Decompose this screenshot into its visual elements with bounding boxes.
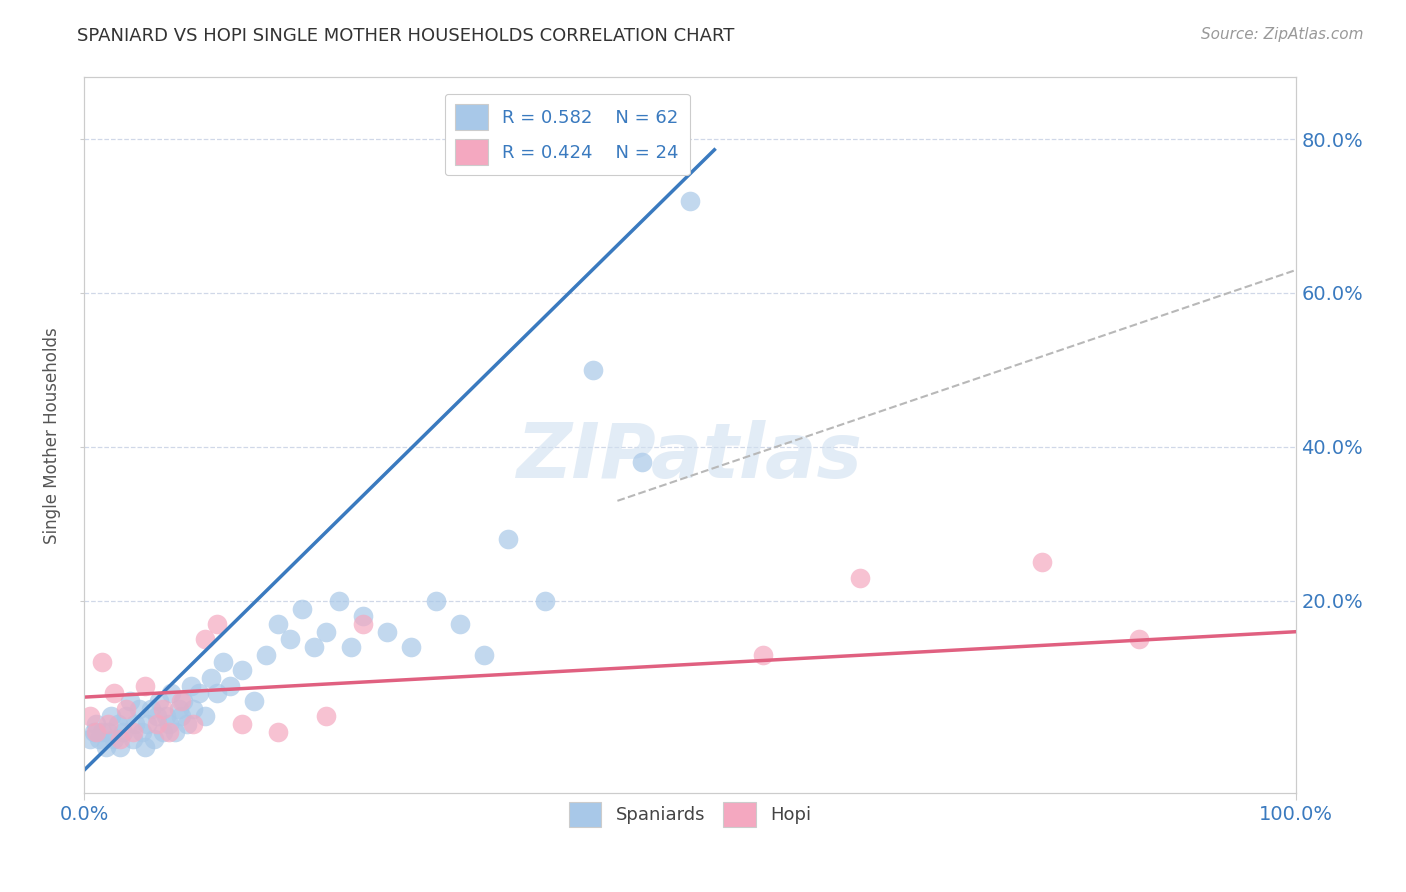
- Point: [121, 724, 143, 739]
- Point: [315, 709, 337, 723]
- Point: [304, 640, 326, 654]
- Point: [401, 640, 423, 654]
- Point: [83, 724, 105, 739]
- Point: [139, 701, 162, 715]
- Point: [180, 679, 202, 693]
- Point: [231, 717, 253, 731]
- Point: [207, 686, 229, 700]
- Point: [218, 679, 240, 693]
- Point: [121, 732, 143, 747]
- Point: [143, 732, 166, 747]
- Point: [157, 717, 180, 731]
- Point: [472, 648, 495, 662]
- Point: [152, 724, 174, 739]
- Point: [148, 694, 170, 708]
- Point: [533, 594, 555, 608]
- Point: [84, 717, 107, 731]
- Text: ZIPatlas: ZIPatlas: [517, 420, 863, 494]
- Point: [146, 709, 169, 723]
- Point: [128, 701, 150, 715]
- Point: [181, 717, 204, 731]
- Point: [339, 640, 361, 654]
- Point: [136, 717, 159, 731]
- Point: [79, 732, 101, 747]
- Point: [155, 709, 177, 723]
- Point: [849, 571, 872, 585]
- Point: [107, 717, 129, 731]
- Point: [582, 363, 605, 377]
- Point: [679, 194, 702, 208]
- Point: [79, 709, 101, 723]
- Point: [163, 724, 186, 739]
- Point: [207, 617, 229, 632]
- Point: [212, 656, 235, 670]
- Point: [134, 740, 156, 755]
- Point: [630, 455, 652, 469]
- Point: [315, 624, 337, 639]
- Text: Source: ZipAtlas.com: Source: ZipAtlas.com: [1201, 27, 1364, 42]
- Point: [97, 717, 120, 731]
- Point: [200, 671, 222, 685]
- Point: [146, 717, 169, 731]
- Point: [352, 609, 374, 624]
- Point: [94, 740, 117, 755]
- Y-axis label: Single Mother Households: Single Mother Households: [44, 327, 60, 544]
- Point: [375, 624, 398, 639]
- Point: [91, 724, 114, 739]
- Legend: Spaniards, Hopi: Spaniards, Hopi: [561, 795, 818, 834]
- Point: [188, 686, 211, 700]
- Point: [131, 724, 153, 739]
- Point: [176, 717, 198, 731]
- Point: [124, 717, 146, 731]
- Point: [291, 601, 314, 615]
- Point: [170, 694, 193, 708]
- Point: [231, 663, 253, 677]
- Point: [267, 617, 290, 632]
- Point: [167, 701, 190, 715]
- Point: [91, 656, 114, 670]
- Point: [194, 632, 217, 647]
- Point: [254, 648, 277, 662]
- Point: [110, 732, 132, 747]
- Point: [1128, 632, 1150, 647]
- Point: [152, 701, 174, 715]
- Point: [87, 732, 110, 747]
- Point: [103, 686, 125, 700]
- Point: [97, 724, 120, 739]
- Point: [449, 617, 471, 632]
- Point: [170, 709, 193, 723]
- Point: [110, 740, 132, 755]
- Point: [172, 694, 194, 708]
- Point: [157, 724, 180, 739]
- Point: [115, 709, 138, 723]
- Point: [120, 694, 142, 708]
- Point: [194, 709, 217, 723]
- Point: [100, 709, 122, 723]
- Point: [328, 594, 350, 608]
- Point: [111, 724, 134, 739]
- Point: [352, 617, 374, 632]
- Point: [160, 686, 183, 700]
- Point: [278, 632, 301, 647]
- Point: [134, 679, 156, 693]
- Point: [425, 594, 447, 608]
- Point: [181, 701, 204, 715]
- Point: [84, 724, 107, 739]
- Point: [242, 694, 264, 708]
- Point: [752, 648, 775, 662]
- Point: [267, 724, 290, 739]
- Text: SPANIARD VS HOPI SINGLE MOTHER HOUSEHOLDS CORRELATION CHART: SPANIARD VS HOPI SINGLE MOTHER HOUSEHOLD…: [77, 27, 735, 45]
- Point: [498, 533, 520, 547]
- Point: [115, 701, 138, 715]
- Point: [1031, 556, 1053, 570]
- Point: [103, 732, 125, 747]
